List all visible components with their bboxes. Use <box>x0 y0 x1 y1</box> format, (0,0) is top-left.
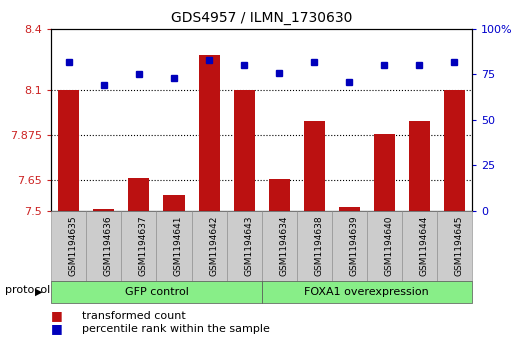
Text: percentile rank within the sample: percentile rank within the sample <box>82 323 270 334</box>
Bar <box>409 121 430 211</box>
Text: GSM1194639: GSM1194639 <box>349 216 358 276</box>
Text: ■: ■ <box>51 309 63 322</box>
Title: GDS4957 / ILMN_1730630: GDS4957 / ILMN_1730630 <box>171 11 352 25</box>
Bar <box>269 179 290 211</box>
Bar <box>233 90 254 211</box>
Text: ■: ■ <box>51 322 63 335</box>
Text: GSM1194644: GSM1194644 <box>420 216 428 276</box>
Bar <box>128 178 149 211</box>
Text: GSM1194641: GSM1194641 <box>174 216 183 276</box>
Bar <box>58 90 80 211</box>
Text: protocol: protocol <box>5 285 50 295</box>
Text: FOXA1 overexpression: FOXA1 overexpression <box>304 287 429 297</box>
Bar <box>339 207 360 211</box>
Text: transformed count: transformed count <box>82 311 186 321</box>
Text: GSM1194643: GSM1194643 <box>244 216 253 276</box>
Text: GSM1194645: GSM1194645 <box>455 216 463 276</box>
Text: GSM1194636: GSM1194636 <box>104 216 113 276</box>
Bar <box>199 55 220 211</box>
Text: GSM1194640: GSM1194640 <box>384 216 393 276</box>
Text: GSM1194637: GSM1194637 <box>139 216 148 276</box>
Bar <box>304 121 325 211</box>
Bar <box>374 134 395 211</box>
Text: GSM1194642: GSM1194642 <box>209 216 218 276</box>
Text: GSM1194634: GSM1194634 <box>279 216 288 276</box>
Bar <box>164 195 185 211</box>
Text: GSM1194638: GSM1194638 <box>314 216 323 276</box>
Text: ▶: ▶ <box>35 287 42 297</box>
Bar <box>93 208 114 211</box>
Bar <box>444 90 465 211</box>
Text: GSM1194635: GSM1194635 <box>69 216 78 276</box>
Text: GFP control: GFP control <box>125 287 188 297</box>
